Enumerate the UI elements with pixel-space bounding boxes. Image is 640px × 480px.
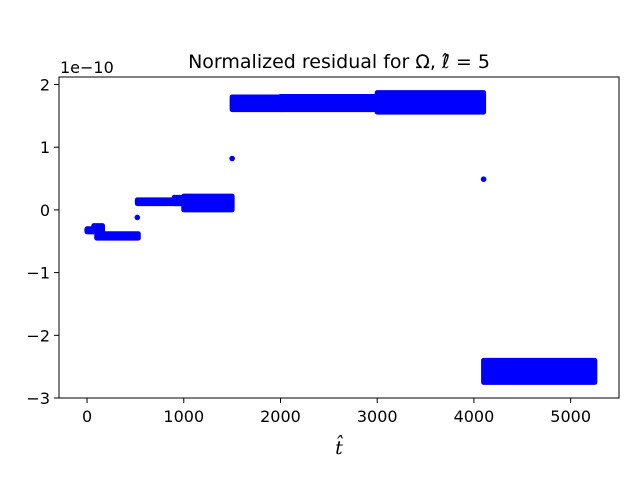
x-tick-label: 3000 — [357, 407, 398, 426]
data-point — [134, 214, 141, 221]
data-point — [480, 176, 487, 182]
y-tick-label: −2 — [26, 326, 50, 345]
data-point-band — [229, 94, 283, 113]
data-point — [132, 233, 139, 240]
y-offset-text: 1e−10 — [60, 58, 114, 77]
x-tick-label: 5000 — [550, 407, 591, 426]
y-tick-label: −1 — [26, 264, 50, 283]
y-axis-ticks: −3 −2 −1 0 1 2 — [26, 76, 59, 408]
y-tick-label: 2 — [40, 76, 50, 95]
data-point-band — [94, 231, 141, 241]
data-point-band — [374, 90, 487, 115]
x-axis-ticks: 0 1000 2000 3000 4000 5000 — [82, 398, 591, 426]
chart-title: Normalized residual for Ω, ℓ̂ = 5 — [188, 51, 490, 73]
x-tick-label: 2000 — [260, 407, 301, 426]
plot-area — [84, 90, 598, 385]
x-tick-label: 0 — [82, 407, 92, 426]
data-point — [99, 232, 106, 238]
y-tick-label: 0 — [40, 201, 50, 220]
data-point — [95, 224, 102, 231]
data-point — [108, 233, 115, 240]
y-tick-label: 1 — [40, 138, 50, 157]
data-point — [229, 155, 235, 162]
x-tick-label: 4000 — [454, 407, 495, 426]
axes-frame — [58, 76, 620, 399]
y-tick-label: −3 — [26, 389, 50, 408]
data-point-band — [277, 93, 380, 113]
data-point-band — [481, 357, 598, 385]
data-point-band — [181, 193, 235, 213]
x-axis-label: t̂ — [335, 434, 343, 459]
data-marks — [84, 90, 598, 385]
x-tick-label: 1000 — [163, 407, 204, 426]
